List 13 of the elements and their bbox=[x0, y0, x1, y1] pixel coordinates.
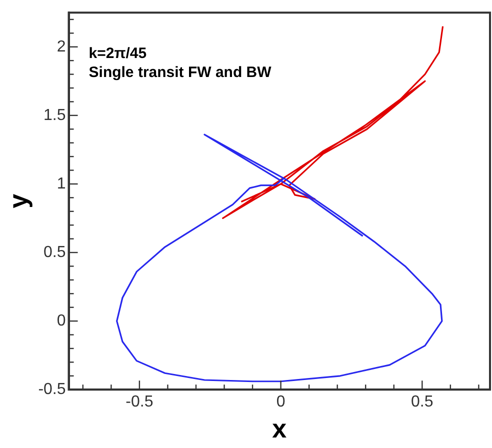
annotation: Single transit FW and BW bbox=[88, 64, 272, 82]
y-tick-label: -0.5 bbox=[38, 381, 66, 398]
y-tick-label: 1.5 bbox=[44, 106, 66, 124]
y-tick-label: 1 bbox=[56, 175, 66, 192]
y-tick-label: 2 bbox=[56, 38, 66, 56]
y-tick-label: 0.5 bbox=[44, 244, 66, 261]
x-tick-label: 0.5 bbox=[411, 394, 434, 411]
x-tick-label: 0 bbox=[276, 394, 286, 411]
x-tick-label: -0.5 bbox=[126, 394, 154, 411]
y-tick-label: 0 bbox=[56, 312, 66, 330]
x-axis-title: x bbox=[272, 414, 288, 444]
annotation: k=2π/45 bbox=[88, 45, 147, 62]
y-axis-title: y bbox=[2, 193, 33, 208]
